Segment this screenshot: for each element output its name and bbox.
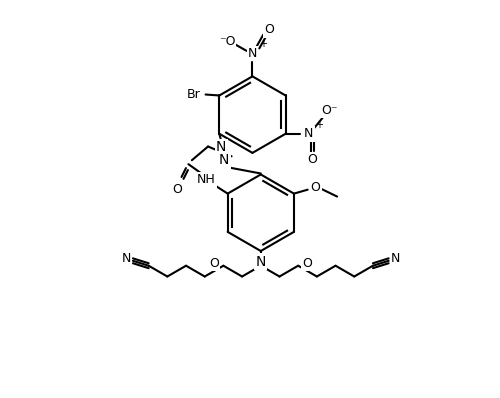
- Text: N: N: [216, 140, 226, 154]
- Text: N: N: [219, 153, 230, 167]
- Text: N: N: [391, 252, 400, 265]
- Text: O: O: [310, 181, 320, 194]
- Text: N: N: [256, 255, 266, 269]
- Text: O: O: [209, 257, 219, 270]
- Text: O: O: [264, 23, 274, 36]
- Text: ⁻O: ⁻O: [218, 35, 235, 47]
- Text: NH: NH: [197, 174, 216, 186]
- Text: O: O: [172, 183, 182, 196]
- Text: Br: Br: [187, 88, 200, 101]
- Text: +: +: [315, 120, 323, 130]
- Text: N: N: [122, 252, 131, 265]
- Text: N: N: [304, 127, 314, 140]
- Text: O⁻: O⁻: [321, 104, 338, 117]
- Text: O: O: [307, 153, 317, 166]
- Text: +: +: [259, 39, 267, 49]
- Text: O: O: [302, 257, 312, 270]
- Text: N: N: [248, 47, 257, 60]
